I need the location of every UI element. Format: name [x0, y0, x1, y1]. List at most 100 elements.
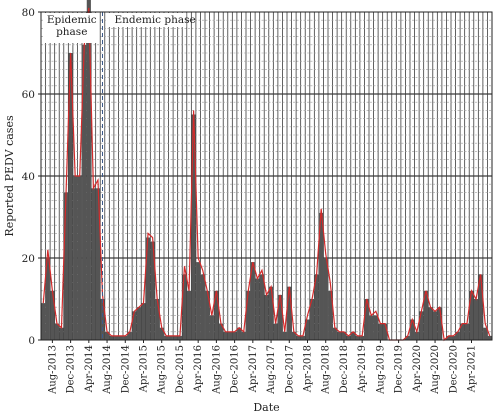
bar	[136, 307, 142, 340]
bar	[150, 241, 155, 340]
bar	[54, 323, 60, 340]
bar	[123, 335, 128, 340]
bar	[382, 323, 388, 340]
y-tick-label: 20	[22, 253, 35, 265]
bar	[369, 315, 374, 340]
x-tick-label: Apr-2018	[303, 345, 314, 393]
bar	[264, 294, 269, 340]
bar	[104, 331, 110, 340]
bar	[328, 290, 333, 340]
bar	[451, 335, 456, 340]
epidemic-label-background	[44, 13, 100, 43]
y-tick-label: 80	[22, 7, 35, 19]
bar	[95, 188, 101, 340]
x-tick-label: Dec-2018	[339, 345, 350, 393]
endemic-label-background	[106, 13, 187, 27]
bar-series	[41, 0, 492, 341]
bar	[109, 335, 114, 340]
x-tick-label: Aug-2019	[375, 345, 386, 395]
bar	[127, 331, 132, 340]
bar	[209, 315, 214, 340]
bar	[432, 311, 438, 340]
bar	[73, 176, 78, 340]
bar	[346, 335, 351, 340]
x-tick-label: Apr-2019	[357, 345, 368, 393]
bar	[287, 286, 292, 340]
bar	[300, 335, 306, 340]
x-tick-label: Aug-2016	[211, 345, 222, 395]
bar	[296, 335, 301, 340]
x-tick-label: Aug-2020	[430, 345, 441, 395]
bar	[173, 335, 178, 340]
bar	[255, 278, 260, 340]
grid-lines	[40, 12, 492, 340]
bar	[200, 274, 205, 340]
bar	[473, 299, 479, 340]
x-tick-label: Dec-2020	[448, 345, 459, 393]
endemic-phase-label: Endemic phase	[115, 14, 196, 26]
bar	[50, 290, 55, 340]
bar	[159, 327, 164, 340]
bar	[145, 237, 151, 340]
bar	[132, 311, 137, 340]
bar	[305, 319, 310, 340]
bar	[155, 299, 160, 340]
x-tick-label: Dec-2017	[284, 345, 295, 393]
x-tick-label: Apr-2021	[467, 345, 478, 393]
y-tick-label: 60	[22, 89, 35, 101]
bar	[118, 335, 123, 340]
bar	[68, 53, 73, 340]
bar	[414, 331, 419, 340]
bar	[77, 176, 82, 340]
y-tick-label: 40	[22, 171, 35, 183]
bar	[460, 323, 465, 340]
bar	[59, 327, 64, 340]
bar	[214, 290, 219, 340]
bar	[86, 0, 91, 340]
x-axis-title: Date	[253, 401, 279, 414]
bar	[91, 188, 96, 340]
bar	[278, 294, 283, 340]
bar	[455, 331, 460, 340]
x-tick-label: Aug-2013	[47, 345, 58, 395]
x-tick-label: Apr-2020	[412, 345, 423, 393]
bar	[114, 335, 119, 340]
bar	[205, 290, 210, 340]
bar	[250, 262, 255, 340]
bar	[405, 335, 410, 340]
bar	[483, 327, 488, 340]
bar	[319, 212, 324, 340]
bar	[410, 319, 415, 340]
bar	[364, 299, 369, 340]
y-tick-label: 0	[28, 335, 35, 347]
bar	[428, 307, 433, 340]
bar	[196, 262, 201, 340]
y-axis-title: Reported PEDV cases	[3, 115, 16, 237]
bar	[419, 311, 424, 340]
bar	[273, 323, 278, 340]
bar	[177, 335, 183, 340]
x-tick-label: Aug-2015	[157, 345, 168, 395]
bar	[337, 331, 342, 340]
x-tick-label: Aug-2018	[321, 345, 332, 395]
bar	[218, 323, 224, 340]
x-tick-label: Apr-2017	[248, 345, 259, 393]
bar	[469, 290, 474, 340]
x-tick-label: Aug-2017	[266, 345, 277, 395]
bar	[63, 192, 69, 340]
bar	[378, 323, 383, 340]
bar	[464, 323, 470, 340]
x-tick-label: Dec-2016	[230, 345, 241, 393]
bar	[360, 335, 365, 340]
x-tick-label: Apr-2014	[84, 345, 95, 393]
bar	[182, 274, 187, 340]
x-tick-label: Dec-2019	[394, 345, 405, 393]
bar	[237, 327, 242, 340]
x-tick-label: Dec-2014	[120, 345, 131, 393]
bar	[423, 290, 429, 340]
bar	[323, 258, 328, 340]
bar	[259, 274, 265, 340]
x-tick-label: Apr-2016	[193, 345, 204, 393]
bar	[168, 335, 173, 340]
